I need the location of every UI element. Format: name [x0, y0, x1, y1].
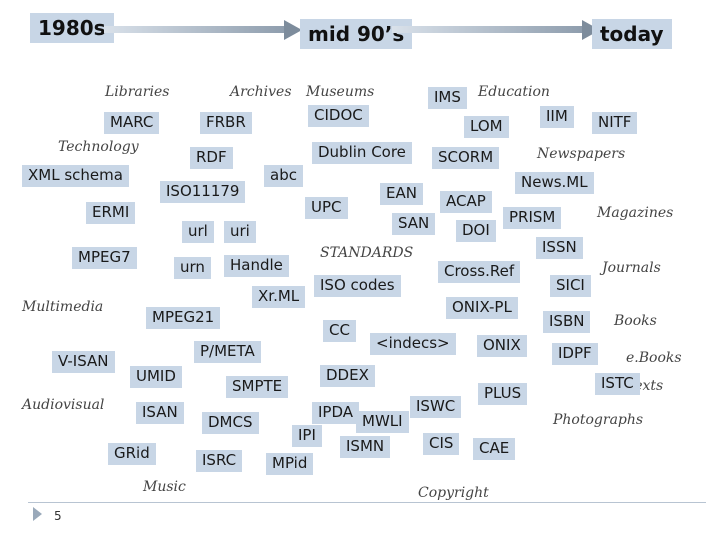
category-archives: Archives: [230, 84, 292, 100]
standard-cis: CIS: [423, 433, 460, 455]
timeline-arrow-2: [392, 20, 600, 40]
standard-isrc: ISRC: [196, 450, 243, 472]
footer-bullet-icon: [33, 507, 42, 521]
standard-crossref: Cross.Ref: [438, 261, 521, 283]
category-technology: Technology: [58, 139, 139, 155]
standard-newsml: News.ML: [515, 172, 594, 194]
standard-onix-pl: ONIX-PL: [446, 297, 518, 319]
standard-idpf: IDPF: [552, 343, 598, 365]
slide-number: 5: [54, 509, 62, 523]
category-museums: Museums: [306, 84, 375, 100]
standard-issn: ISSN: [536, 237, 583, 259]
standard-xrml: Xr.ML: [252, 286, 306, 308]
standard-onix: ONIX: [477, 335, 527, 357]
standard-ipi: IPI: [292, 425, 322, 447]
standard-lom: LOM: [464, 116, 509, 138]
standard-upc: UPC: [305, 197, 348, 219]
category-magazines: Magazines: [597, 205, 674, 221]
standard-isbn: ISBN: [543, 311, 591, 333]
standard-cidoc: CIDOC: [308, 105, 369, 127]
category-multimedia: Multimedia: [22, 299, 104, 315]
timeline-end: today: [592, 19, 672, 49]
category-standards: STANDARDS: [320, 245, 414, 261]
standard-visan: V-ISAN: [52, 351, 115, 373]
standard-dublin-core: Dublin Core: [312, 142, 412, 164]
standard-mpid: MPid: [266, 453, 314, 475]
standard-dmcs: DMCS: [202, 412, 259, 434]
category-ebooks: e.Books: [626, 350, 682, 366]
standard-mwli: MWLI: [356, 411, 409, 433]
timeline-middle: mid 90’s: [300, 19, 413, 49]
standard-iim: IIM: [540, 106, 574, 128]
standard-uri: uri: [224, 221, 256, 243]
standard-urn: urn: [174, 257, 211, 279]
standard-nitf: NITF: [592, 112, 638, 134]
standard-doi: DOI: [456, 220, 496, 242]
standard-grid: GRid: [108, 443, 156, 465]
standard-cae: CAE: [473, 438, 516, 460]
standard-cc: CC: [323, 320, 356, 342]
category-journals: Journals: [602, 260, 661, 276]
standard-pmeta: P/META: [194, 341, 261, 363]
standard-umid: UMID: [130, 366, 182, 388]
standard-mpeg7: MPEG7: [72, 247, 137, 269]
standard-prism: PRISM: [503, 207, 562, 229]
standard-san: SAN: [392, 213, 436, 235]
category-music: Music: [143, 479, 186, 495]
standard-plus: PLUS: [478, 383, 528, 405]
standard-ismn: ISMN: [340, 436, 391, 458]
category-audiovisual: Audiovisual: [22, 397, 105, 413]
standard-xml-schema: XML schema: [22, 165, 129, 187]
standard-url: url: [182, 221, 214, 243]
standard-iso-codes: ISO codes: [314, 275, 401, 297]
timeline-arrow-1: [104, 20, 302, 40]
category-copyright: Copyright: [418, 485, 489, 501]
standard-handle: Handle: [224, 255, 289, 277]
standard-indecs: <indecs>: [370, 333, 456, 355]
category-newspapers: Newspapers: [537, 146, 626, 162]
standard-smpte: SMPTE: [226, 376, 289, 398]
category-libraries: Libraries: [105, 84, 170, 100]
standard-iswc: ISWC: [410, 396, 462, 418]
timeline-start: 1980s: [30, 13, 114, 43]
standard-mpeg21: MPEG21: [146, 307, 221, 329]
standard-isan: ISAN: [136, 402, 184, 424]
category-books: Books: [614, 313, 657, 329]
standard-acap: ACAP: [440, 191, 492, 213]
category-education: Education: [478, 84, 550, 100]
standard-sici: SICI: [550, 275, 591, 297]
standard-iso11179: ISO11179: [160, 181, 246, 203]
standard-abc: abc: [264, 165, 303, 187]
standard-scorm: SCORM: [432, 147, 500, 169]
footer-rule: [28, 502, 706, 503]
standard-ermi: ERMI: [86, 202, 136, 224]
standard-istc: ISTC: [595, 373, 640, 395]
standard-ddex: DDEX: [320, 365, 375, 387]
standard-ipda: IPDA: [312, 402, 360, 424]
standard-rdf: RDF: [190, 147, 233, 169]
category-photographs: Photographs: [553, 412, 644, 428]
standard-ims: IMS: [428, 87, 467, 109]
standard-frbr: FRBR: [200, 112, 252, 134]
standard-marc: MARC: [104, 112, 160, 134]
standard-ean: EAN: [380, 183, 423, 205]
